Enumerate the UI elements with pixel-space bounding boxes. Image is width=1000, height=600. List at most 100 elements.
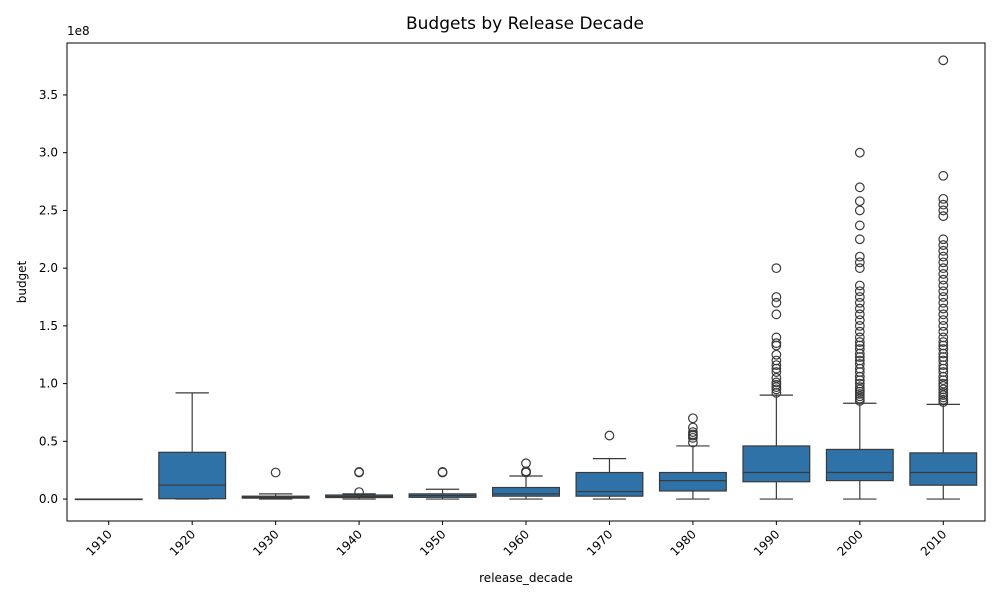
x-tick-label: 1950 xyxy=(417,527,448,558)
outlier-point xyxy=(854,320,865,331)
outlier-point xyxy=(854,332,865,343)
outlier-point xyxy=(938,332,949,343)
outlier-point xyxy=(938,337,949,347)
outlier-point xyxy=(854,286,865,297)
outlier-point xyxy=(938,240,949,250)
y-tick-label: 3.5 xyxy=(39,88,58,102)
outlier-point xyxy=(938,355,949,366)
outlier-point xyxy=(854,355,865,366)
x-axis: 1910 1920 1930 1940 1950 1960 1970 1980 1990 2000… xyxy=(83,521,949,559)
iqr-box xyxy=(158,451,227,500)
y-tick-label: 1.0 xyxy=(39,377,58,391)
y-axis: 0.0 0.5 1.0 1.5 2.0 2.5 3.0 3.5 xyxy=(39,88,67,506)
outlier-point xyxy=(938,55,949,66)
outlier-point xyxy=(938,315,949,326)
outlier-point xyxy=(854,315,865,326)
outlier-point xyxy=(854,251,865,262)
outlier-point xyxy=(938,286,949,297)
outlier-point xyxy=(854,326,865,337)
outlier-point xyxy=(854,234,865,245)
x-tick-label: 1920 xyxy=(167,527,198,558)
outlier-point xyxy=(854,280,865,291)
plot-area xyxy=(74,55,978,501)
outlier-point xyxy=(771,309,782,320)
outlier-point xyxy=(938,320,949,331)
outlier-point xyxy=(771,292,782,302)
outlier-point xyxy=(688,427,698,437)
x-tick-label: 1960 xyxy=(501,527,532,558)
box-1950 xyxy=(408,467,477,500)
x-tick-label: 2000 xyxy=(834,527,865,558)
outlier-point xyxy=(854,359,865,369)
outlier-point xyxy=(854,378,865,389)
outlier-point xyxy=(771,360,782,371)
box-1980 xyxy=(658,413,727,500)
x-axis-label: release_decade xyxy=(479,571,573,585)
outlier-point xyxy=(938,193,949,204)
outlier-point xyxy=(938,257,949,268)
iqr-box xyxy=(575,471,644,497)
outlier-point xyxy=(854,297,865,308)
outlier-point xyxy=(938,326,949,337)
y-tick-label: 2.5 xyxy=(39,203,58,217)
x-tick-label: 1910 xyxy=(83,527,114,558)
y-tick-label: 2.0 xyxy=(39,261,58,275)
outlier-point xyxy=(938,280,949,291)
outlier-point xyxy=(688,413,698,424)
outlier-point xyxy=(854,147,865,158)
outlier-point xyxy=(771,332,782,343)
outlier-point xyxy=(771,367,782,377)
outlier-point xyxy=(938,263,949,274)
outlier-point xyxy=(854,205,865,216)
outlier-point xyxy=(938,292,949,302)
box-1940 xyxy=(325,467,394,500)
chart-title: Budgets by Release Decade xyxy=(406,14,644,34)
outlier-point xyxy=(854,196,865,207)
box-1970 xyxy=(575,430,644,500)
iqr-box xyxy=(658,471,727,492)
x-tick-label: 1930 xyxy=(250,527,281,558)
outlier-point xyxy=(688,422,698,433)
y-tick-label: 0.5 xyxy=(39,434,58,448)
outlier-point xyxy=(938,274,949,285)
box-1920 xyxy=(158,392,227,500)
outlier-point xyxy=(938,199,949,210)
outlier-point xyxy=(771,372,782,383)
x-tick-label: 1980 xyxy=(668,527,699,558)
box-1930 xyxy=(241,467,310,500)
outlier-point xyxy=(938,387,949,398)
outlier-point xyxy=(771,355,782,366)
outlier-point xyxy=(938,384,949,395)
outlier-point xyxy=(604,430,615,441)
outlier-point xyxy=(938,245,949,256)
outlier-point xyxy=(854,257,865,268)
outlier-point xyxy=(771,349,782,360)
outlier-point xyxy=(938,234,949,245)
outlier-point xyxy=(854,309,865,320)
box-1910 xyxy=(74,498,143,501)
outlier-point xyxy=(938,309,949,320)
outlier-point xyxy=(354,487,364,498)
iqr-box xyxy=(825,448,894,482)
y-tick-label: 1.5 xyxy=(39,319,58,333)
box-1990 xyxy=(742,263,811,500)
outlier-point xyxy=(938,251,949,262)
box-1960 xyxy=(492,458,560,500)
outlier-point xyxy=(771,297,782,308)
y-axis-offset-text: 1e8 xyxy=(67,24,90,38)
x-tick-label: 1990 xyxy=(751,527,782,558)
iqr-box xyxy=(492,486,560,497)
outlier-point xyxy=(270,467,281,478)
outlier-point xyxy=(854,382,865,392)
outlier-point xyxy=(521,458,531,469)
outlier-point xyxy=(437,467,448,477)
y-axis-label: budget xyxy=(15,260,29,303)
outlier-point xyxy=(938,303,949,314)
outlier-point xyxy=(854,337,865,347)
y-tick-label: 0.0 xyxy=(39,492,58,506)
x-tick-label: 2010 xyxy=(918,527,949,558)
y-tick-label: 3.0 xyxy=(39,146,58,160)
outlier-point xyxy=(938,211,949,222)
outlier-point xyxy=(854,263,865,274)
